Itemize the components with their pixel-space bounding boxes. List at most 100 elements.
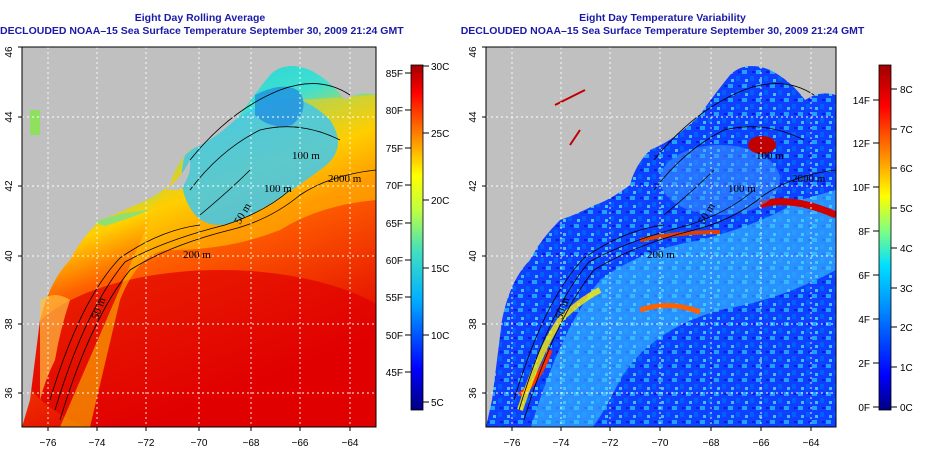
right-contour-label-2000m: 2000 m (792, 173, 826, 185)
left-cb-25C: 25C (431, 129, 449, 140)
right-colorbar-ramp (878, 64, 892, 411)
right-cb-8F: 8F (858, 227, 870, 238)
left-contour-200m (54, 189, 291, 411)
left-map: 100 m 100 m 50 m 2000 m 200 m 50 m (21, 46, 377, 428)
right-lon-tick-74: −74 (553, 438, 570, 449)
right-cb-2F: 2F (858, 359, 870, 370)
right-cb-12F: 12F (853, 139, 870, 150)
left-cb-55F: 55F (386, 293, 403, 304)
left-land (22, 47, 376, 427)
right-lon-tick-64: −64 (803, 438, 820, 449)
right-lon-axis: −76 −74 −72 −70 −68 −66 −64 (504, 427, 820, 449)
right-cb-0C: 0C (900, 403, 913, 414)
right-lat-tick-42: 42 (468, 180, 479, 192)
left-lat-axis: 46 44 42 40 38 36 (4, 46, 22, 399)
left-lon-tick-70: −70 (191, 438, 208, 449)
right-cb-14F: 14F (853, 96, 870, 107)
right-coast-red-fringe (554, 89, 586, 146)
left-lon-axis: −76 −74 −72 −70 −68 −66 −64 (40, 427, 359, 449)
left-lat-tick-42: 42 (4, 180, 15, 192)
right-gulf-stream-front (758, 198, 836, 219)
right-cb-7C: 7C (900, 125, 913, 136)
right-cb-2C: 2C (900, 323, 913, 334)
left-cb-60F: 60F (386, 256, 403, 267)
left-cb-30C: 30C (431, 62, 449, 73)
left-cb-70F: 70F (386, 181, 403, 192)
left-lon-tick-72: −72 (138, 438, 155, 449)
left-cb-45F: 45F (386, 368, 403, 379)
left-lat-tick-44: 44 (4, 111, 15, 123)
right-land (486, 47, 836, 427)
right-contour-label-100m-b: 100 m (728, 183, 756, 195)
left-lat-tick-38: 38 (4, 318, 15, 330)
right-lat-tick-36: 36 (468, 387, 479, 399)
left-lon-tick-66: −66 (292, 438, 309, 449)
right-title-line2: DECLOUDED NOAA–15 Sea Surface Temperatur… (460, 25, 865, 37)
left-lon-tick-74: −74 (89, 438, 106, 449)
right-contour-100m (513, 126, 805, 401)
right-map-frame (485, 46, 837, 428)
right-colorbar: 14F 12F 10F 8F 6F 4F 2F 0F 8C 7C 6C 5C 4… (853, 64, 913, 414)
left-contour-50m (189, 83, 351, 216)
right-lat-axis: 46 44 42 40 38 36 (468, 46, 486, 399)
left-cb-50F: 50F (386, 331, 403, 342)
left-title-line2: DECLOUDED NOAA–15 Sea Surface Temperatur… (0, 25, 404, 37)
right-cb-4C: 4C (900, 244, 913, 255)
right-title: Eight Day Temperature Variability DECLOU… (455, 12, 870, 38)
right-cb-6F: 6F (858, 271, 870, 282)
left-cb-5C: 5C (431, 398, 444, 409)
right-hot-spot (748, 136, 776, 154)
left-contour-label-200m: 200 m (183, 249, 211, 261)
left-contour-100m (49, 126, 341, 401)
right-lat-tick-38: 38 (468, 318, 479, 330)
left-lon-tick-68: −68 (243, 438, 260, 449)
right-cb-6C: 6C (900, 164, 913, 175)
right-lon-tick-68: −68 (703, 438, 720, 449)
left-contour-2000m (59, 169, 376, 421)
left-lon-tick-76: −76 (40, 438, 57, 449)
right-cb-10F: 10F (853, 183, 870, 194)
left-contour-label-100m-b: 100 m (264, 183, 292, 195)
left-colorbar: 85F 80F 75F 70F 65F 60F 55F 50F 45F 30C … (386, 62, 449, 411)
right-shelf-patch (660, 145, 780, 215)
right-lat-tick-46: 46 (468, 46, 479, 58)
left-graticule (22, 47, 376, 427)
left-lat-tick-40: 40 (4, 250, 15, 262)
right-cb-8C: 8C (900, 85, 913, 96)
left-contour-label-100m-a: 100 m (292, 150, 320, 162)
right-title-line1: Eight Day Temperature Variability (579, 12, 746, 24)
left-title: Eight Day Rolling Average DECLOUDED NOAA… (0, 12, 404, 38)
right-cb-1C: 1C (900, 363, 913, 374)
left-cape-cod-bay-patch (30, 110, 40, 135)
right-lon-tick-72: −72 (602, 438, 619, 449)
left-coastal-margin (40, 295, 70, 400)
right-lat-tick-40: 40 (468, 250, 479, 262)
left-cb-75F: 75F (386, 144, 403, 155)
right-cb-5C: 5C (900, 204, 913, 215)
left-cb-20C: 20C (431, 196, 449, 207)
right-contour-label-100m-a: 100 m (756, 150, 784, 162)
right-cb-0F: 0F (858, 403, 870, 414)
right-contour-50m (653, 83, 815, 216)
right-warm-patch-a (639, 303, 701, 315)
left-lat-tick-46: 46 (4, 46, 15, 58)
right-coastal-margin-yellow (517, 287, 602, 411)
right-cb-3C: 3C (900, 284, 913, 295)
right-lat-tick-44: 44 (468, 111, 479, 123)
left-title-line1: Eight Day Rolling Average (134, 12, 266, 24)
left-cb-65F: 65F (386, 219, 403, 230)
left-cb-15C: 15C (431, 264, 449, 275)
left-cape-cod-peninsula (165, 160, 191, 190)
right-lon-tick-76: −76 (504, 438, 521, 449)
left-cb-10C: 10C (431, 331, 449, 342)
left-lat-tick-36: 36 (4, 387, 15, 399)
left-long-island-sound (95, 210, 150, 226)
right-contour-label-200m: 200 m (647, 249, 675, 261)
left-colorbar-ramp (410, 64, 424, 411)
right-cb-4F: 4F (858, 315, 870, 326)
right-contour-200m (518, 189, 755, 411)
left-coastal-cold-water (255, 86, 304, 127)
left-cb-80F: 80F (386, 106, 403, 117)
right-lon-tick-70: −70 (652, 438, 669, 449)
